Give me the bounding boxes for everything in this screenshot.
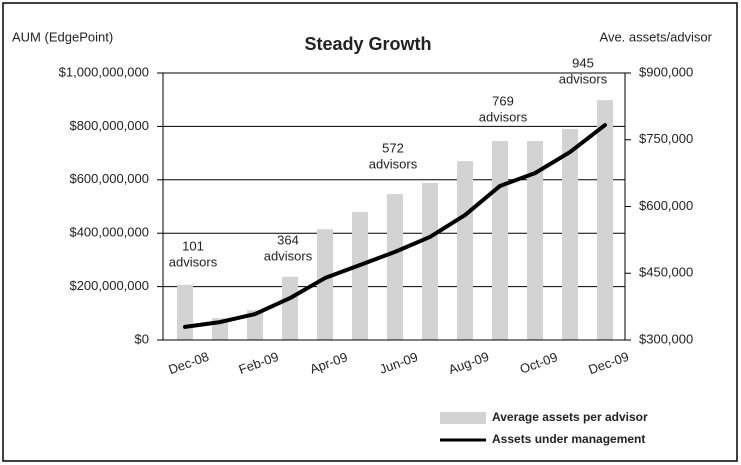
annotation: advisors <box>369 156 418 171</box>
bar <box>282 276 298 340</box>
bar <box>457 161 473 340</box>
bar <box>527 141 543 340</box>
bar <box>177 284 193 340</box>
legend-label: Assets under management <box>492 432 645 446</box>
y-tick-label: $200,000,000 <box>69 278 149 293</box>
y-tick-label: $400,000,000 <box>69 225 149 240</box>
chart-title: Steady Growth <box>304 34 431 54</box>
annotation: advisors <box>264 248 313 263</box>
annotation: 945 <box>572 55 594 70</box>
annotation: advisors <box>479 109 528 124</box>
y2-tick-label: $600,000 <box>639 198 693 213</box>
bar <box>387 194 403 340</box>
bar <box>492 141 508 340</box>
line <box>183 123 607 329</box>
y2-tick-label: $750,000 <box>639 131 693 146</box>
bar <box>352 211 368 340</box>
bar <box>247 310 263 340</box>
y2-tick-label: $900,000 <box>639 64 693 79</box>
y-axis-label: AUM (EdgePoint) <box>12 29 113 44</box>
annotation: 364 <box>277 232 299 247</box>
y2-axis-label: Ave. assets/advisor <box>600 29 713 44</box>
y2-tick-label: $300,000 <box>639 331 693 346</box>
legend-label: Average assets per advisor <box>492 410 648 424</box>
legend-swatch <box>440 412 486 424</box>
y-tick-label: $600,000,000 <box>69 171 149 186</box>
y-tick-label: $800,000,000 <box>69 118 149 133</box>
annotation: 572 <box>382 140 404 155</box>
bar <box>422 182 438 340</box>
annotation: advisors <box>559 71 608 86</box>
y-tick-label: $1,000,000,000 <box>59 64 149 79</box>
bar <box>562 129 578 340</box>
y2-tick-label: $450,000 <box>639 265 693 280</box>
bar <box>597 100 613 341</box>
annotation: 769 <box>492 93 514 108</box>
y-tick-label: $0 <box>135 331 149 346</box>
annotation: advisors <box>169 254 218 269</box>
annotation: 101 <box>182 238 204 253</box>
bar <box>317 229 333 340</box>
